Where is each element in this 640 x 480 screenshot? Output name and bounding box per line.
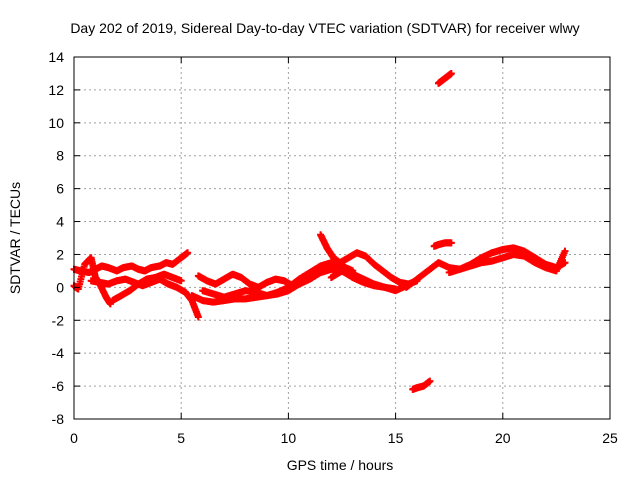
series-track-d (109, 270, 185, 305)
data-point (184, 249, 192, 257)
series-track-a (70, 249, 192, 277)
plot-frame (73, 56, 611, 420)
y-tick-label: 4 (56, 214, 64, 230)
data-point (561, 247, 569, 255)
series-track-h (317, 231, 421, 288)
y-tick-label: -6 (52, 378, 65, 394)
y-tick-label: -8 (52, 411, 65, 427)
data-point (392, 285, 400, 293)
y-tick-label: -2 (52, 312, 65, 328)
x-tick-label: 5 (177, 430, 185, 446)
x-tick-label: 15 (388, 430, 404, 446)
series-track-l (430, 239, 455, 250)
y-axis-title: SDTVAR / TECUs (7, 182, 23, 294)
series-track-f (194, 270, 297, 291)
series-track-i (327, 267, 400, 293)
data-points (70, 69, 569, 393)
series-track-c (87, 275, 202, 321)
y-tick-label: 2 (56, 246, 64, 262)
x-tick-label: 20 (495, 430, 511, 446)
x-tick-label: 25 (602, 430, 618, 446)
y-tick-label: 12 (48, 82, 64, 98)
series-track-k (445, 247, 569, 277)
data-point (447, 69, 455, 77)
y-tick-label: 6 (56, 181, 64, 197)
chart-title: Day 202 of 2019, Sidereal Day-to-day VTE… (70, 20, 579, 36)
y-tick-label: 14 (48, 49, 64, 65)
data-point (194, 313, 202, 321)
series-track-n (409, 377, 434, 393)
y-tick-label: 8 (56, 148, 64, 164)
grid (74, 57, 610, 419)
series-track-m (434, 69, 455, 87)
y-tick-label: -4 (52, 345, 65, 361)
y-tick-label: 0 (56, 279, 64, 295)
x-tick-label: 10 (281, 430, 297, 446)
data-point (426, 377, 434, 385)
y-tick-label: 10 (48, 115, 64, 131)
x-axis-title: GPS time / hours (287, 457, 394, 473)
ticks: 0 5 10 15 20 25 -8 -6 -4 -2 0 2 4 6 8 10 12 14 (48, 49, 618, 446)
data-point (177, 277, 185, 285)
data-point (447, 239, 455, 247)
x-tick-label: 0 (70, 430, 78, 446)
